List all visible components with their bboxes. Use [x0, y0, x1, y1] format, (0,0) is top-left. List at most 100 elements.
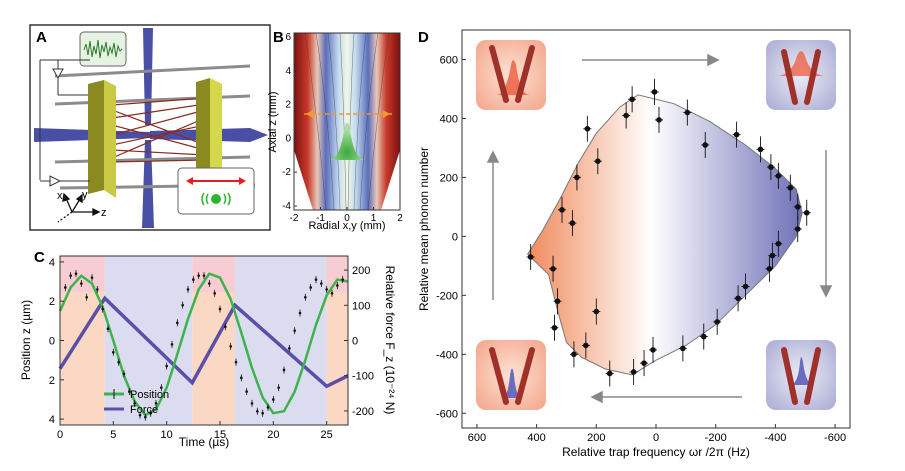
panel-b-y-tick-label: -4: [282, 201, 291, 212]
panel-c-y-tick-label: 2: [49, 296, 55, 308]
position-point: [309, 286, 312, 289]
phonon-point: [742, 283, 749, 290]
position-point: [261, 411, 264, 415]
phonon-point: [593, 308, 600, 315]
panel-a-label: A: [36, 29, 47, 46]
panel-b-y-tick-label: 2: [285, 100, 291, 111]
position-point: [218, 307, 222, 311]
icon-top-left: [476, 40, 546, 110]
panel-d-x-tick-label: 200: [587, 432, 605, 444]
position-point: [197, 274, 200, 277]
position-point: [122, 372, 126, 376]
position-point: [133, 402, 136, 405]
panel-b-label: B: [273, 29, 284, 46]
phonon-point: [757, 146, 764, 153]
position-point: [224, 325, 227, 329]
panel-d-y-tick-label: -200: [436, 290, 458, 302]
panel-c-ylabel-right: Relative force F_z (10⁻²⁴ N): [383, 266, 397, 415]
panel-c-y2-tick-label: -200: [352, 406, 374, 418]
phonon-point: [630, 369, 637, 375]
phonon-point: [714, 319, 720, 325]
panel-b-ylabel: Axial z (mm): [267, 91, 279, 152]
phonon-point: [766, 266, 773, 272]
phonon-point: [527, 254, 534, 260]
panel-d-x-tick-label: -600: [824, 432, 846, 444]
panel-c-y-tick-label: 4: [49, 257, 55, 269]
position-point: [272, 398, 275, 401]
phonon-point: [551, 324, 558, 331]
panel-b-y-tick-label: -2: [282, 167, 291, 178]
panel-d-x-tick-label: 0: [653, 432, 659, 444]
phonon-point: [735, 295, 741, 302]
time-band: [234, 256, 327, 425]
phonon-point: [583, 342, 589, 349]
panel-c-x-tick-label: 5: [110, 429, 116, 441]
phonon-point: [794, 204, 801, 210]
contour-lines: [304, 32, 390, 211]
panel-d-y-ticks: 600 400 200 0 -200 -400 -600: [436, 54, 466, 420]
phonon-point: [651, 89, 658, 95]
panel-d-y-tick-label: 0: [452, 231, 458, 243]
phonon-point: [641, 360, 647, 366]
phonon-point: [571, 351, 577, 358]
position-point: [90, 276, 94, 279]
panel-d-y-tick-label: 400: [440, 113, 458, 125]
position-point: [330, 292, 334, 295]
phonon-point: [769, 252, 776, 259]
phonon-point: [584, 125, 591, 132]
panel-c-legend: Position Force: [104, 389, 169, 416]
panel-d-xlabel: Relative trap frequency ωr /2π (Hz): [562, 445, 750, 459]
panel-b-y-tick-label: 6: [285, 32, 291, 43]
phonon-point: [559, 207, 565, 213]
phonon-point: [684, 109, 691, 116]
panel-b-x-tick-label: 2: [397, 213, 403, 224]
position-point: [160, 386, 163, 389]
panel-b-x-tick-label: -2: [290, 213, 299, 224]
phonon-point: [787, 184, 794, 191]
position-point: [208, 282, 211, 285]
phonon-point: [700, 333, 707, 340]
panel-c-x-ticks: 0 5 10 15 20 25: [57, 421, 333, 441]
phonon-point: [733, 131, 740, 138]
axis-x-label: x: [57, 190, 63, 202]
panel-c-x-tick-label: 20: [267, 429, 279, 441]
panel-c-y-tick-label: 4: [49, 414, 55, 426]
position-point: [101, 307, 104, 311]
amplifier-circuit: [39, 59, 90, 187]
phonon-point: [656, 117, 662, 123]
panel-b-y-tick-label: 0: [285, 133, 291, 144]
panel-d-y-tick-label: -400: [436, 349, 458, 361]
panel-b-x-tick-label: -1: [316, 213, 325, 224]
panel-d-points: [526, 78, 811, 387]
position-point: [186, 288, 190, 291]
panel-d-y-tick-label: 200: [440, 172, 458, 184]
left-electrode: [104, 80, 116, 198]
panel-b-y-tick-label: 4: [285, 66, 291, 77]
panel-b-x-tick-label: 0: [344, 213, 350, 224]
panel-c-y2-tick-label: 0: [352, 336, 358, 348]
position-point: [266, 406, 270, 409]
axis-z-label: z: [101, 207, 107, 219]
phonon-point: [574, 174, 580, 181]
phonon-point: [606, 370, 613, 377]
position-point: [74, 272, 78, 275]
phonon-point: [775, 173, 782, 179]
panel-c-y-ticks-left: 4 2 0 2 4: [49, 257, 64, 426]
ion-wavepacket: [330, 122, 364, 160]
position-point: [176, 321, 179, 325]
ion-motion-inset: [177, 167, 255, 215]
position-point: [149, 411, 152, 415]
phonon-point: [775, 240, 782, 247]
phonon-point: [595, 158, 601, 164]
panel-d-y-tick-label: 600: [440, 54, 458, 66]
panel-d-x-tick-label: 600: [468, 432, 486, 444]
potential-map: [294, 33, 400, 210]
coil-wires: [111, 97, 206, 163]
phonon-point: [650, 347, 656, 353]
panel-d-y-tick-label: -600: [436, 408, 458, 420]
position-fit-line: [58, 272, 349, 417]
phonon-point: [794, 226, 801, 232]
cycle-arrows: [486, 53, 833, 404]
position-point: [69, 274, 72, 277]
